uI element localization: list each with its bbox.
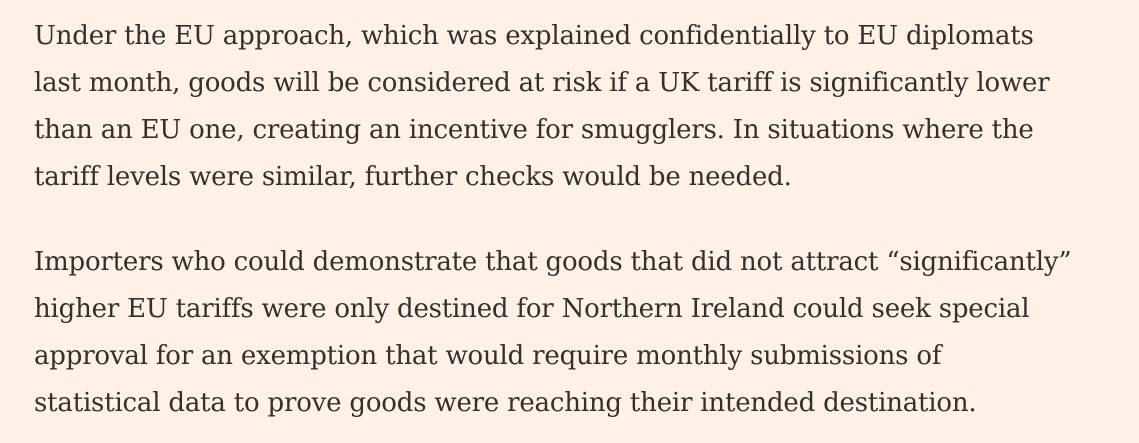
- paragraph-line: last month, goods will be considered at …: [34, 68, 1050, 98]
- paragraph-line: statistical data to prove goods were rea…: [34, 388, 977, 418]
- paragraph-line: Importers who could demonstrate that goo…: [34, 247, 1072, 277]
- paragraph-line: approval for an exemption that would req…: [34, 341, 942, 371]
- article-paragraph-1: Under the EU approach, which was explain…: [34, 13, 1139, 201]
- paragraph-line: Under the EU approach, which was explain…: [34, 21, 1034, 51]
- paragraph-line: higher EU tariffs were only destined for…: [34, 294, 1030, 324]
- paragraph-line: tariff levels were similar, further chec…: [34, 162, 792, 192]
- paragraph-line: than an EU one, creating an incentive fo…: [34, 115, 1034, 145]
- article-paragraph-2: Importers who could demonstrate that goo…: [34, 239, 1139, 427]
